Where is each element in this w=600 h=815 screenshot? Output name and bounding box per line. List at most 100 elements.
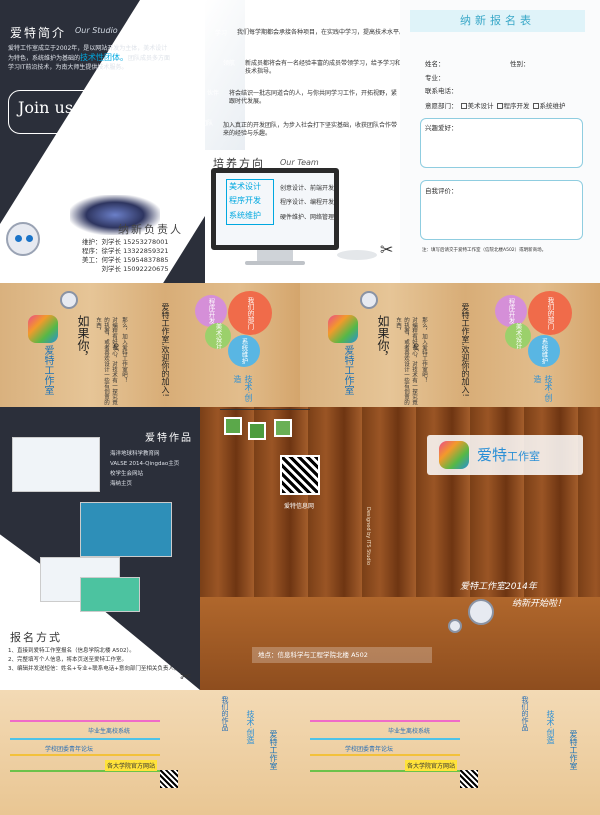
bubble-guide: 领航 — [219, 54, 239, 74]
heart-icon: ♥ — [76, 142, 85, 153]
role-dev: 程序开发 — [229, 196, 261, 205]
contact-list: 维护：刘学长 15253278001 程序：徐学长 13322859321 美工… — [82, 238, 169, 274]
role-desc: 硬件维护、网络管理 — [280, 214, 335, 221]
intro-highlight: 技术性团体。 — [80, 53, 129, 62]
circle-ops: 系统维护 — [528, 335, 560, 367]
its-logo-icon — [28, 315, 58, 343]
photo-icon — [248, 422, 266, 440]
greeting-line2: 纳新开始啦！ — [512, 599, 567, 609]
self-eval-label: 自我评价： — [425, 187, 458, 195]
circle-art: 美术设计 — [205, 323, 231, 349]
checkbox-art[interactable] — [460, 103, 467, 109]
bubble-label: 团队 — [205, 120, 213, 127]
screenshot-ocean-site — [12, 437, 100, 492]
works-panel: 爱特作品 海洋地球科学教育网 VALSE 2014-Qingdao主页 校学生会… — [0, 407, 200, 690]
scissors-icon: ✂ — [380, 240, 394, 259]
qr-code-icon — [460, 770, 478, 788]
robot-mascot-icon — [468, 599, 494, 625]
monitor-base — [245, 261, 305, 265]
slogan-title: 如果你， — [376, 315, 390, 363]
circle-dev: 程序开发 — [195, 295, 227, 327]
dept-option: 程序开发 — [503, 102, 530, 110]
greeting-line1: 爱特工作室2014年 — [460, 582, 537, 592]
contact-item: 程序：徐学长 13322859321 — [82, 247, 169, 255]
bubble-partner: 伙伴 — [205, 84, 223, 104]
bottom-card-left: 毕业生离校系统 学校团委青年论坛 各大学院官方网站 我们的作品 技术·创造 爱特… — [0, 690, 300, 815]
bottom-item: 毕业生离校系统 — [88, 728, 131, 735]
bubble-learn: 学习 — [211, 24, 231, 44]
recruit-leaders-title: 纳新负责人 — [118, 223, 183, 236]
logo-box: 爱特工作室 — [427, 435, 583, 475]
its-logo-icon — [439, 441, 469, 469]
logo-cn-main: 爱特 — [477, 446, 508, 464]
bottom-item: 毕业生离校系统 — [388, 728, 431, 735]
name-label: 姓名： — [425, 60, 445, 68]
circle-dev: 程序开发 — [495, 295, 527, 327]
or-text: or — [412, 343, 421, 352]
monitor-image: 美术设计 创意设计、前端开发 程序开发 程序设计、编程开发 系统维护 硬件维护、… — [211, 168, 339, 250]
keyboard-backdrop — [205, 0, 245, 150]
intro-title: 爱特简介 — [10, 26, 67, 40]
works-item: VALSE 2014-Qingdao主页 — [110, 461, 180, 467]
route-line — [10, 738, 160, 740]
signup-title: 报名方式 — [10, 631, 62, 644]
route-line — [10, 720, 160, 722]
route-line — [10, 770, 160, 772]
works-item: 校学生会网站 — [110, 471, 144, 477]
training-title: 培养方向 — [213, 157, 265, 170]
dept-option: 系统维护 — [539, 102, 566, 110]
bottom-item: 各大学院官方网站 — [405, 760, 458, 771]
dept-row: 意愿部门： 美术设计 程序开发 系统维护 — [425, 100, 566, 110]
works-item: 海洋地球科学教育网 — [110, 451, 160, 457]
contact-item: 维护：刘学长 15253278001 — [82, 238, 169, 246]
slogan-text: 那么，加入爱特工作室吧！ — [121, 317, 127, 383]
bubble-text: 将会结识一批志同道合的人，与你共同学习工作，开拓视野，紧跟时代发展。 — [229, 90, 398, 105]
training-title-en: Our Team — [280, 158, 319, 167]
hobby-field[interactable] — [420, 118, 583, 168]
robot-mascot-icon — [60, 291, 78, 309]
stage-panel: 爱特信息网 爱特工作室 Designed by ITS Studio 爱特工作室… — [200, 407, 600, 690]
role-art: 美术设计 — [229, 182, 261, 191]
role-desc: 创意设计、前端开发 — [280, 185, 335, 192]
welcome-line: 爱特工作室,欢迎你的加入! — [461, 303, 470, 397]
qr-code-icon — [280, 455, 320, 495]
welcome-line: 爱特工作室,欢迎你的加入! — [161, 303, 170, 397]
wood-card-left: 爱特工作室 如果你， 对编程有好奇心，对技术有一探究竟的执著，或者喜欢设计一些有… — [0, 283, 300, 407]
route-line — [310, 720, 460, 722]
bubble-label: 伙伴 — [206, 90, 219, 97]
slogan-text: 那么，加入爱特工作室吧！ — [421, 317, 427, 383]
screenshot-valse — [80, 502, 172, 557]
route-line — [310, 738, 460, 740]
form-title: 纳新报名表 — [410, 10, 585, 32]
route-line — [10, 754, 160, 756]
qr-caption: 爱特信息网 — [284, 503, 315, 510]
designed-by: Designed by ITS Studio — [365, 507, 371, 566]
works-list: 海洋地球科学教育网 VALSE 2014-Qingdao主页 校学生会网站 海纳… — [110, 449, 179, 489]
wood-card-right: 爱特工作室 如果你， 对编程有好奇心，对技术有一探究竟的执著，或者喜欢设计一些有… — [300, 283, 600, 407]
qr-code-icon — [160, 770, 178, 788]
wood-floor — [200, 597, 600, 690]
brand-text: 技术·创造 — [233, 375, 253, 402]
scissors-icon: ✂ — [180, 669, 192, 685]
checkbox-dev[interactable] — [496, 103, 503, 109]
route-line — [310, 754, 460, 756]
works-title: 爱特作品 — [145, 433, 193, 444]
contact-item: 刘学长 15092220675 — [82, 265, 169, 273]
robot-mascot-icon — [6, 222, 40, 256]
logo-cn-sub: 工作室 — [507, 450, 541, 463]
dept-option: 美术设计 — [467, 102, 494, 110]
bubble-team: 团队 — [205, 114, 217, 134]
photo-string — [220, 409, 310, 410]
logo-text: 爱特工作室 — [569, 730, 578, 770]
checkbox-ops[interactable] — [532, 103, 539, 109]
circle-art: 美术设计 — [505, 323, 531, 349]
circle-our-dept: 我们的部门 — [228, 291, 272, 335]
intro-text-part2: 团队成员多方面学习IT前沿技术，为南大师生提供技术服务。 — [8, 55, 171, 71]
brand-text: 技术·创造 — [546, 710, 555, 745]
join-us-text: Join us, IT Studio — [18, 98, 159, 117]
bottom-item: 各大学院官方网站 — [105, 760, 158, 771]
self-eval-field[interactable] — [420, 180, 583, 240]
slogan-text: 对编程有好奇心，对技术有一探究竟的执著，或者喜欢设计一些有创意的东西， — [395, 317, 417, 405]
bubble-text: 加入真正的开发团队，为步入社会打下坚实基础，收获团队合作带来的经验与乐趣。 — [223, 122, 398, 137]
hobby-label: 兴趣爱好： — [425, 124, 458, 132]
